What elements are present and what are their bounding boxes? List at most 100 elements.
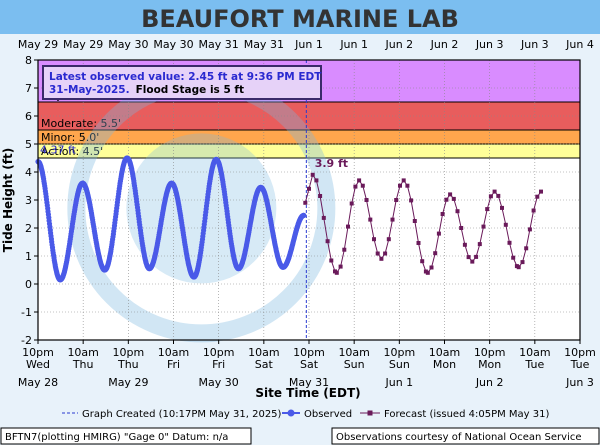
annotation-observed-start: 4.37 ft [40,144,77,157]
x-top-tick-label: May 29 [63,38,103,51]
annotation-forecast-peak: 3.9 ft [315,157,348,170]
footer-left-box [0,427,252,445]
forecast-point [310,172,315,177]
x-tick-label: 10am [429,346,460,359]
forecast-point [364,198,369,202]
forecast-point [511,255,516,260]
forecast-point [440,212,445,216]
forecast-point [503,222,508,227]
x-tick-label: Fri [167,358,180,371]
flood-label-moderate: Moderate: 5.5' [41,117,121,130]
x-top-tick-label: May 31 [199,38,239,51]
y-tick-label: -1 [21,306,32,319]
forecast-point [368,217,373,222]
y-tick-label: 4 [25,166,32,179]
info-line2: 31-May-2025. Flood Stage is 5 ft [49,84,244,96]
forecast-point [325,239,330,244]
forecast-point [507,240,512,245]
forecast-point [409,198,414,203]
y-tick-label: 7 [25,82,32,95]
x-tick-label: Jun 2 [475,376,504,389]
forecast-point [349,201,354,206]
forecast-point [485,207,490,212]
x-tick-label: Sat [255,358,274,371]
latest-value-date: 31-May-2025. [49,84,130,96]
x-tick-label: Wed [26,358,50,371]
forecast-point [531,208,536,213]
axes: -2 -1 0 1 2 3 4 5 6 7 8 May 29 May 29 May 30 May 30 May… [18,38,596,389]
forecast-point [394,198,399,202]
legend-graph-created: Graph Created (10:17PM May 31, 2025) [82,409,282,420]
x-tick-label: 10pm [293,346,325,359]
forecast-point [451,196,456,201]
y-tick-label: 6 [25,110,32,123]
forecast-point [496,193,501,198]
forecast-point [314,178,319,183]
forecast-point [360,183,365,188]
x-top-tick-label: May 30 [108,38,148,51]
noaa-watermark-disc [126,133,277,284]
forecast-point [448,192,453,197]
footer-left-text: BFTN7(plotting HMIRG) "Gage 0" Datum: n/… [5,432,228,443]
forecast-point [470,259,475,264]
forecast-point [429,265,434,270]
y-tick-label: 8 [25,54,32,67]
x-tick-label: Jun 3 [565,376,594,389]
forecast-point [516,265,521,270]
forecast-point [436,231,441,236]
legend-forecast: Forecast (issued 4:05PM May 31) [384,409,549,420]
x-top-tick-label: Jun 4 [565,38,594,51]
x-tick-label: 10pm [22,346,54,359]
flood-label-action: Action: 4.5' [41,145,103,158]
x-top-tick-label: May 30 [153,38,193,51]
forecast-point [425,270,430,275]
forecast-point [455,209,460,214]
title-bar [0,0,600,34]
forecast-point [303,200,308,205]
y-tick-label: 5 [25,138,32,151]
x-axis-label: Site Time (EDT) [255,386,360,400]
x-tick-label: May 30 [199,376,239,389]
footer: BFTN7(plotting HMIRG) "Gage 0" Datum: n/… [0,427,600,445]
forecast-point [481,224,486,229]
x-tick-label: 10pm [112,346,144,359]
latest-value-line: Latest observed value: 2.45 ft at 9:36 P… [49,71,322,83]
flood-stage-text: Flood Stage is 5 ft [136,84,244,96]
x-top-tick-label: Jun 3 [475,38,504,51]
forecast-point [488,194,493,199]
plot-area: Major: 6.5'Moderate: 5.5'Minor: 5.0'Acti… [35,59,581,343]
forecast-point [379,256,384,261]
forecast-point [433,251,438,256]
forecast-point [500,205,504,210]
legend-observed: Observed [304,409,352,420]
x-tick-label: 10am [338,346,369,359]
forecast-point [342,247,347,252]
forecast-point [539,189,543,194]
forecast-point [346,224,350,229]
x-tick-label: 10pm [474,346,506,359]
forecast-point [477,242,482,247]
legend: Graph Created (10:17PM May 31, 2025) Obs… [62,409,549,420]
x-tick-label: Mon [478,358,501,371]
forecast-point [383,251,388,256]
y-tick-label: 1 [25,250,32,263]
x-tick-label: 10am [248,346,279,359]
forecast-point [329,258,334,263]
x-tick-label: 10pm [203,346,235,359]
forecast-point [375,251,380,256]
forecast-point [466,255,471,260]
forecast-point [524,246,529,251]
x-top-tick-label: May 29 [18,38,58,51]
info-box-frame [42,65,322,100]
chart-title: BEAUFORT MARINE LAB [141,5,459,33]
x-tick-label: 10pm [383,346,415,359]
forecast-point [474,254,479,259]
forecast-point [535,194,540,199]
forecast-point [527,227,532,232]
forecast-point [353,184,358,189]
observed-point [301,212,307,218]
forecast-point [334,270,339,275]
legend-observed-marker [287,409,295,417]
